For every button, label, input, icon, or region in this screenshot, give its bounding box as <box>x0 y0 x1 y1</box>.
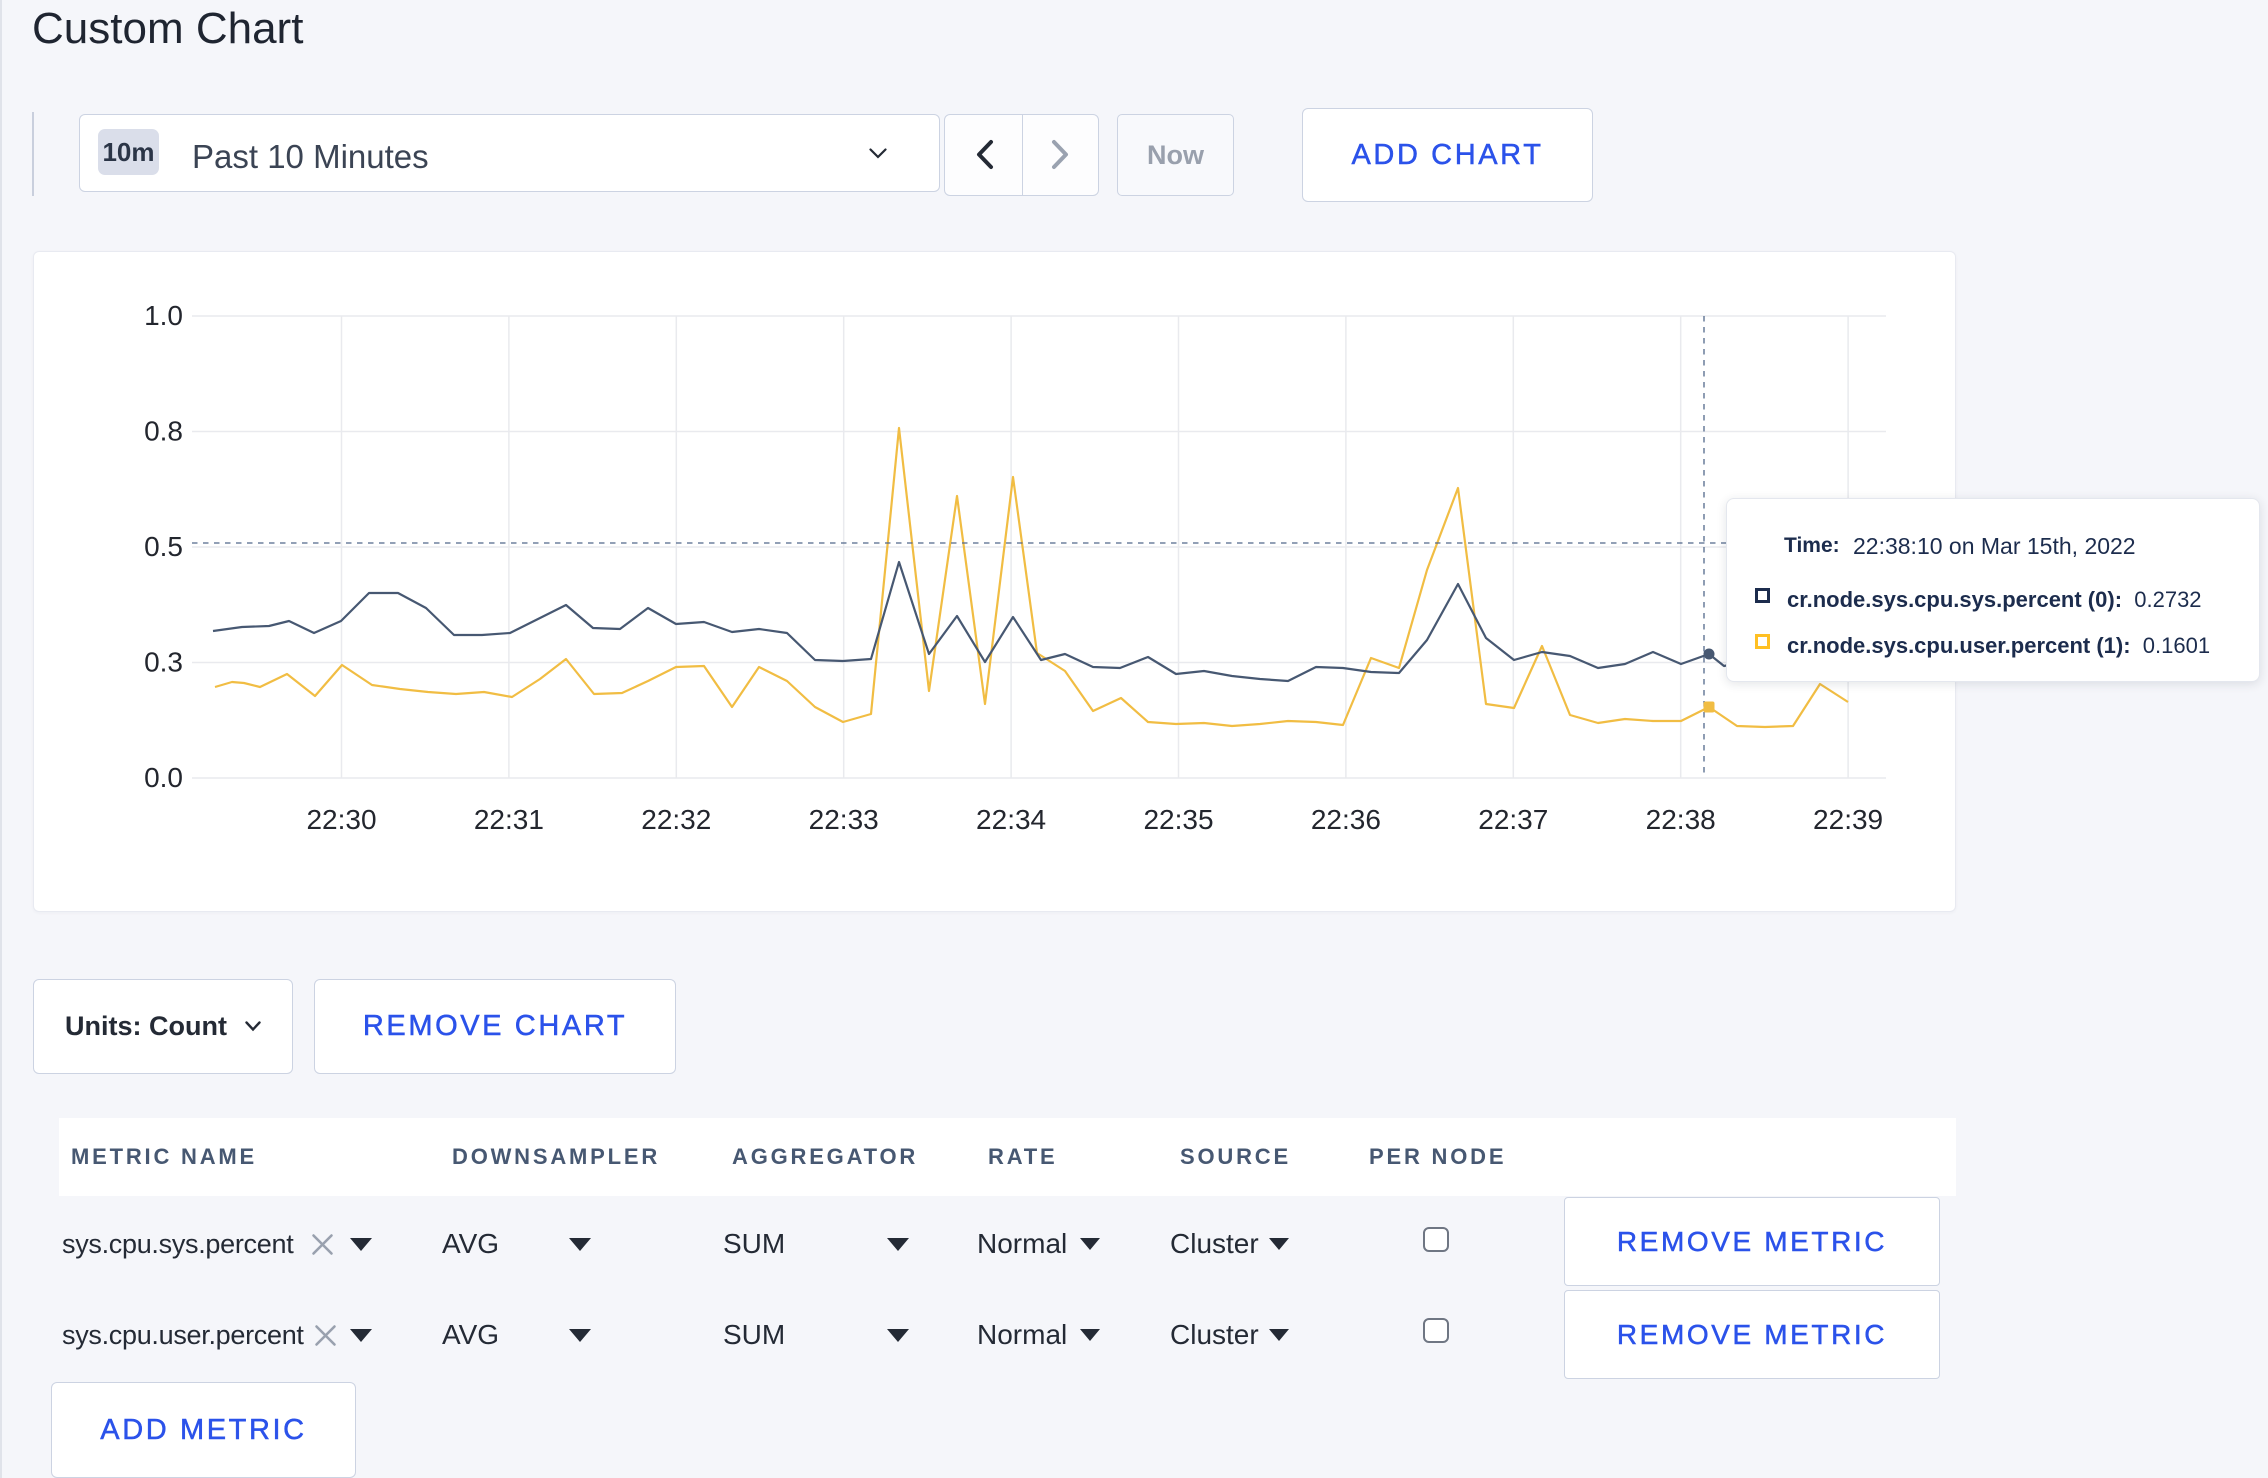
svg-text:22:37: 22:37 <box>1478 804 1548 835</box>
svg-text:22:35: 22:35 <box>1143 804 1213 835</box>
svg-text:22:39: 22:39 <box>1813 804 1883 835</box>
svg-text:22:32: 22:32 <box>641 804 711 835</box>
svg-text:22:34: 22:34 <box>976 804 1046 835</box>
svg-text:0.8: 0.8 <box>144 416 183 447</box>
svg-text:0.5: 0.5 <box>144 531 183 562</box>
svg-text:22:33: 22:33 <box>809 804 879 835</box>
svg-text:0.3: 0.3 <box>144 647 183 678</box>
svg-text:22:31: 22:31 <box>474 804 544 835</box>
svg-text:22:30: 22:30 <box>306 804 376 835</box>
svg-text:1.0: 1.0 <box>144 300 183 331</box>
svg-text:22:38: 22:38 <box>1646 804 1716 835</box>
svg-text:0.0: 0.0 <box>144 762 183 793</box>
svg-text:22:36: 22:36 <box>1311 804 1381 835</box>
